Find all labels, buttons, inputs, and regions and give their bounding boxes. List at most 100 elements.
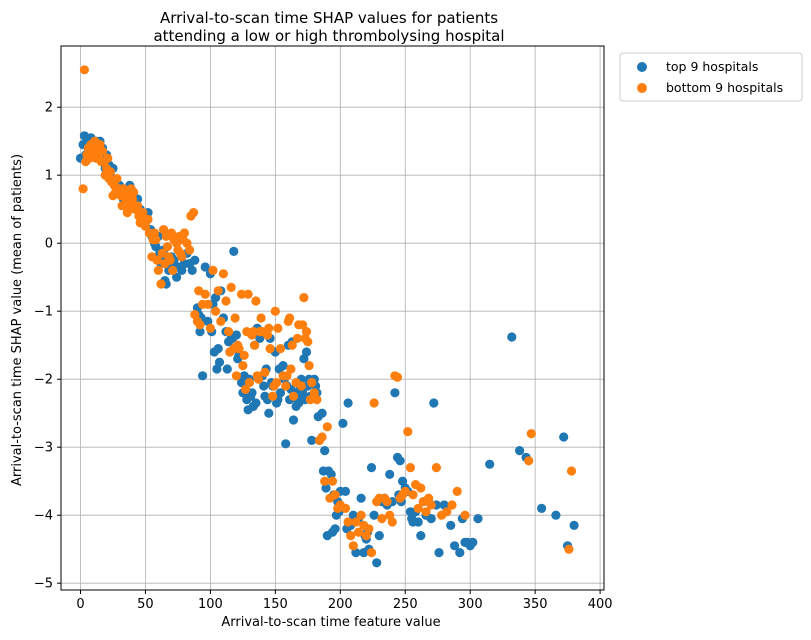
x-tick-label: 300 (458, 597, 483, 612)
data-point (198, 371, 208, 381)
x-tick-label: 400 (588, 597, 613, 612)
data-point (200, 262, 210, 272)
data-point (103, 153, 113, 163)
data-point (203, 299, 213, 309)
y-tick-label: −1 (34, 305, 53, 320)
x-tick-label: 50 (137, 597, 154, 612)
data-point (153, 265, 163, 275)
legend-marker-bottom-9 (637, 83, 647, 93)
data-point (515, 446, 525, 456)
data-point (366, 548, 377, 558)
data-point (256, 313, 266, 323)
data-point (356, 510, 366, 520)
data-point (455, 548, 465, 558)
data-point (187, 265, 197, 275)
data-point (292, 333, 302, 343)
data-point (413, 517, 423, 527)
x-axis-label: Arrival-to-scan time feature value (221, 615, 440, 630)
data-point (559, 432, 569, 442)
data-point (566, 466, 577, 476)
data-point (382, 497, 392, 507)
data-point (305, 395, 315, 405)
data-points (75, 65, 579, 568)
legend-box (619, 52, 803, 102)
data-point (317, 432, 327, 442)
data-point (338, 418, 348, 428)
data-point (385, 469, 395, 479)
data-point (112, 174, 122, 184)
data-point (278, 361, 288, 371)
y-tick-label: 2 (45, 101, 53, 116)
data-point (216, 316, 226, 326)
data-point (239, 350, 249, 360)
data-point (326, 469, 336, 479)
data-point (286, 364, 296, 374)
data-point (287, 340, 297, 350)
data-point (208, 265, 218, 275)
data-point (133, 201, 143, 211)
x-tick-label: 100 (198, 597, 223, 612)
data-point (185, 245, 195, 255)
data-point (348, 541, 358, 551)
data-point (149, 228, 160, 238)
data-point (238, 361, 248, 371)
data-point (356, 493, 366, 503)
data-point (452, 486, 462, 496)
data-point (273, 323, 283, 333)
data-point (296, 381, 306, 391)
data-point (253, 374, 264, 384)
data-point (564, 544, 574, 554)
data-point (426, 500, 436, 510)
data-point (275, 388, 286, 398)
data-point (327, 476, 338, 486)
data-point (450, 541, 460, 551)
data-point (152, 255, 162, 265)
data-point (262, 330, 273, 340)
data-point (524, 456, 534, 466)
data-point (213, 344, 223, 354)
grid-lines (61, 46, 604, 590)
data-point (405, 463, 415, 473)
data-point (78, 184, 88, 194)
data-point (288, 391, 299, 401)
data-point (195, 327, 205, 337)
data-point (156, 279, 166, 289)
data-point (129, 187, 139, 197)
data-point (231, 330, 241, 340)
x-tick-label: 350 (523, 597, 548, 612)
data-point (447, 500, 457, 510)
axis-ticks: 0 50 100 150 200 250 300 350 400 −5 −4 −3 −2 −1 0 1 2 (34, 101, 613, 612)
data-point (303, 337, 313, 347)
data-point (343, 517, 353, 527)
data-point (321, 483, 331, 493)
data-point (400, 486, 410, 496)
data-point (272, 378, 282, 388)
data-point (372, 558, 382, 568)
data-point (151, 235, 161, 245)
data-point (446, 520, 456, 531)
data-point (320, 476, 330, 486)
data-point (281, 381, 291, 391)
data-point (346, 531, 356, 541)
data-point (234, 344, 244, 354)
data-point (275, 344, 286, 354)
chart-title-line-1: Arrival-to-scan time SHAP values for pat… (160, 9, 498, 27)
y-tick-label: −3 (34, 441, 53, 456)
y-tick-label: 0 (45, 237, 53, 252)
data-point (190, 255, 200, 265)
data-point (222, 364, 232, 374)
data-point (143, 214, 153, 224)
data-point (282, 371, 292, 381)
data-point (301, 327, 312, 337)
data-point (200, 289, 210, 299)
data-point (421, 507, 431, 517)
y-axis-label: Arrival-to-scan time SHAP value (mean of… (10, 154, 25, 486)
data-point (322, 422, 332, 432)
data-point (248, 327, 258, 337)
data-point (537, 503, 547, 513)
data-point (226, 282, 236, 292)
data-point (98, 146, 108, 156)
data-point (416, 483, 426, 493)
data-point (299, 293, 309, 303)
data-point (434, 548, 444, 558)
